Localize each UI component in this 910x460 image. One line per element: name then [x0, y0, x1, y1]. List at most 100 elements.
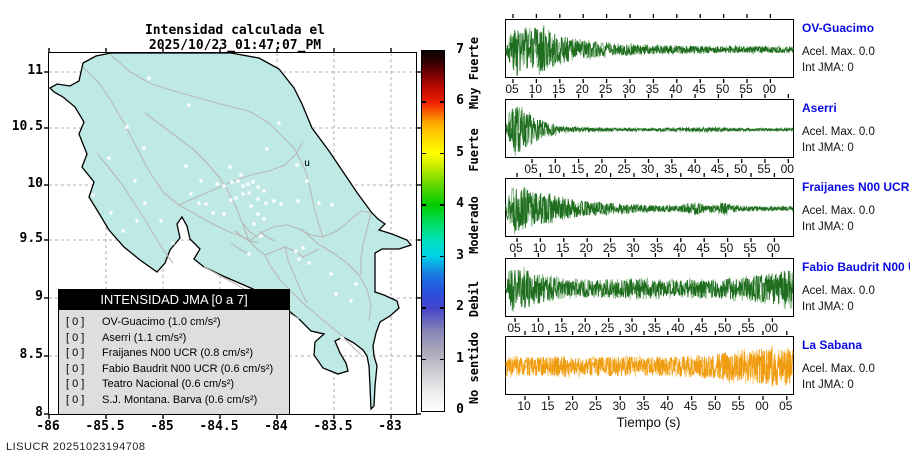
- timestamp-footer: LISUCR 20251023194708: [6, 441, 146, 453]
- road-line: [144, 112, 250, 242]
- colorbar-tick: [440, 204, 444, 206]
- time-tick-label: 55: [739, 82, 753, 96]
- road-line: [230, 242, 248, 254]
- legend-row: [ 0 ] Fabio Baudrit N00 UCR (0.6 cm/s²): [66, 362, 282, 378]
- waveform-svg: [505, 14, 794, 83]
- road-line: [264, 254, 362, 356]
- int-jma: Int JMA: 0: [802, 221, 854, 233]
- station-marker: [354, 282, 358, 286]
- station-marker: [199, 179, 203, 183]
- time-axis: 05 10 15 20 25 30 35 40 45 50 55 00: [505, 321, 805, 335]
- time-axis-title: Tiempo (s): [616, 415, 681, 430]
- time-tick-label: 05: [505, 82, 519, 96]
- time-tick-label: 10: [517, 399, 531, 413]
- time-tick-label: 15: [541, 399, 555, 413]
- station-marker: [222, 212, 226, 216]
- intensity-legend: INTENSIDAD JMA [0 a 7] [ 0 ] OV-Guacimo (…: [58, 289, 290, 415]
- station-marker: [329, 272, 333, 276]
- map-x-tick-label: -86: [36, 419, 60, 434]
- road-line: [234, 230, 260, 244]
- station-marker: [262, 217, 266, 221]
- time-tick-label: 00: [764, 321, 779, 335]
- station-name: La Sabana: [802, 338, 863, 352]
- time-tick-label: 25: [600, 321, 615, 335]
- time-tick-label: 55: [743, 241, 757, 255]
- station-marker: [246, 182, 250, 186]
- station-marker: [307, 261, 311, 265]
- waveform-plot: [505, 94, 794, 163]
- waveform-svg: [505, 253, 794, 322]
- station-marker: [277, 121, 281, 125]
- time-tick-label: 45: [696, 241, 710, 255]
- time-tick-label: 10: [547, 162, 561, 176]
- road-line: [306, 174, 324, 238]
- time-tick-label: 55: [757, 162, 771, 176]
- station-entry: Fraijanes N00 UCR (0.8 cm/s²): [102, 347, 253, 359]
- map-y-tick-label: 8.5: [19, 347, 43, 362]
- station-entry: Fabio Baudrit N00 UCR (0.6 cm/s²): [102, 362, 274, 375]
- accel-max: Acel. Max. 0.0: [802, 285, 875, 297]
- station-entry: S.J. Montana. Barva (0.6 cm/s²): [102, 393, 258, 406]
- legend-row: [ 0 ] Fraijanes N00 UCR (0.8 cm/s²): [66, 346, 282, 362]
- station-entry: Aserri (1.1 cm/s²): [102, 331, 187, 344]
- time-tick-label: 40: [660, 399, 674, 413]
- waveform-trace: [505, 27, 794, 76]
- road-line: [110, 54, 308, 176]
- road-line: [178, 140, 304, 206]
- jma-value: [ 0 ]: [66, 362, 85, 375]
- time-tick-label: 25: [617, 162, 631, 176]
- map-x-tick-label: -84: [264, 419, 288, 434]
- waveform-trace: [505, 348, 794, 387]
- time-tick-label: 40: [671, 321, 685, 335]
- accel-max: Acel. Max. 0.0: [802, 205, 875, 217]
- station-marker: [229, 198, 233, 202]
- road-line: [284, 246, 308, 304]
- colorbar-tick: [440, 358, 444, 360]
- station-marker: [295, 163, 299, 167]
- colorbar-category-label: Debil: [467, 281, 481, 318]
- station-marker: [256, 185, 260, 189]
- time-axis: 10 15 20 25 30 35 40 45 50 55 00 05: [505, 399, 805, 413]
- station-marker: [305, 179, 309, 183]
- colorbar-category-label: Muy Fuerte: [467, 37, 481, 110]
- map-y-tick-label: 10: [27, 176, 43, 191]
- time-tick-label: 00: [766, 241, 781, 255]
- time-tick-label: 45: [710, 162, 725, 176]
- waveform-svg: [505, 173, 794, 242]
- station-marker: [256, 197, 260, 201]
- time-tick-label: 25: [598, 82, 613, 96]
- time-axis: 05 10 15 20 25 30 35 40 45 50 55 00: [505, 82, 805, 96]
- time-tick-label: 20: [564, 399, 579, 413]
- road-line: [242, 222, 258, 238]
- station-marker: [330, 203, 334, 207]
- station-marker: [259, 234, 263, 238]
- station-marker: [279, 202, 283, 206]
- colorbar-tick-label: 5: [456, 144, 464, 160]
- colorbar-tick-label: 4: [456, 196, 464, 212]
- time-tick-label: 15: [552, 82, 566, 96]
- time-tick-label: 35: [636, 399, 650, 413]
- station-info: Aserri Acel. Max. 0.0 Int JMA: 0: [802, 101, 910, 156]
- colorbar-tick: [440, 255, 444, 258]
- waveform-plot: [505, 253, 794, 322]
- station-marker: [125, 125, 129, 129]
- map-y-tick-label: 9: [35, 289, 43, 304]
- map-y-tick-label: 10.5: [11, 119, 43, 134]
- colorbar-tick-label: 3: [456, 247, 464, 263]
- station-marker: [239, 173, 243, 177]
- station-marker: [317, 201, 321, 205]
- time-tick-label: 35: [649, 241, 664, 255]
- station-marker: [234, 196, 238, 200]
- time-tick-label: 30: [622, 82, 636, 96]
- station-marker: [187, 103, 191, 107]
- time-tick-label: 05: [779, 399, 793, 413]
- colorbar-category-label: Moderado: [467, 195, 481, 254]
- time-tick-label: 05: [509, 241, 523, 255]
- int-jma: Int JMA: 0: [802, 379, 854, 391]
- colorbar-tick: [440, 307, 444, 309]
- waveform-svg: [505, 94, 794, 163]
- station-marker: [121, 229, 125, 233]
- int-jma: Int JMA: 0: [802, 62, 854, 74]
- station-marker: [301, 246, 305, 250]
